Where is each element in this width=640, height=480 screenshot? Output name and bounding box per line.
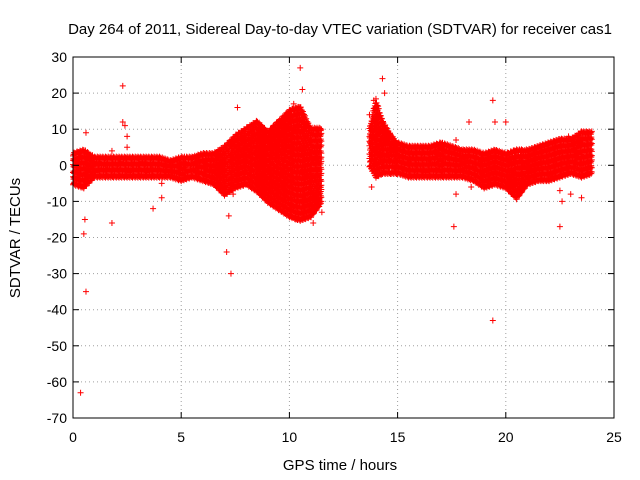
data-points	[70, 64, 595, 396]
chart-title: Day 264 of 2011, Sidereal Day-to-day VTE…	[68, 21, 612, 38]
grid-lines	[73, 57, 614, 418]
